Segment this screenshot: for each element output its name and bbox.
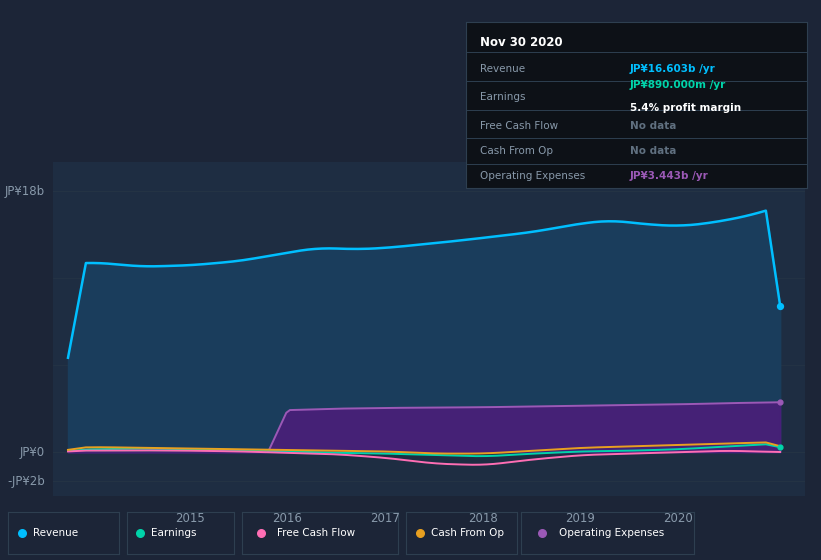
Point <box>773 443 787 452</box>
Text: 5.4% profit margin: 5.4% profit margin <box>630 103 741 113</box>
Point <box>134 529 147 538</box>
Text: Cash From Op: Cash From Op <box>480 146 553 156</box>
Text: Operating Expenses: Operating Expenses <box>480 171 585 181</box>
Text: 2016: 2016 <box>273 512 302 525</box>
Text: Free Cash Flow: Free Cash Flow <box>480 122 558 132</box>
Text: 2017: 2017 <box>370 512 400 525</box>
Point <box>15 529 28 538</box>
Text: 2019: 2019 <box>565 512 595 525</box>
Text: No data: No data <box>630 146 677 156</box>
Point <box>535 529 548 538</box>
Text: Cash From Op: Cash From Op <box>431 529 504 538</box>
Text: JP¥890.000m /yr: JP¥890.000m /yr <box>630 80 726 90</box>
Text: Revenue: Revenue <box>480 64 525 74</box>
Text: -JP¥2b: -JP¥2b <box>7 475 45 488</box>
Point <box>773 398 787 407</box>
Point <box>413 529 426 538</box>
Point <box>773 301 787 310</box>
Text: Revenue: Revenue <box>33 529 78 538</box>
Text: Free Cash Flow: Free Cash Flow <box>277 529 355 538</box>
Text: 2020: 2020 <box>663 512 693 525</box>
Text: Earnings: Earnings <box>480 92 525 102</box>
Text: JP¥0: JP¥0 <box>20 446 45 459</box>
Text: Earnings: Earnings <box>151 529 196 538</box>
Text: JP¥3.443b /yr: JP¥3.443b /yr <box>630 171 709 181</box>
Text: JP¥18b: JP¥18b <box>5 185 45 198</box>
Point <box>255 529 268 538</box>
Text: Nov 30 2020: Nov 30 2020 <box>480 36 562 49</box>
Text: No data: No data <box>630 122 677 132</box>
Text: 2018: 2018 <box>468 512 498 525</box>
Text: 2015: 2015 <box>175 512 204 525</box>
Text: JP¥16.603b /yr: JP¥16.603b /yr <box>630 64 716 74</box>
Text: Operating Expenses: Operating Expenses <box>559 529 664 538</box>
